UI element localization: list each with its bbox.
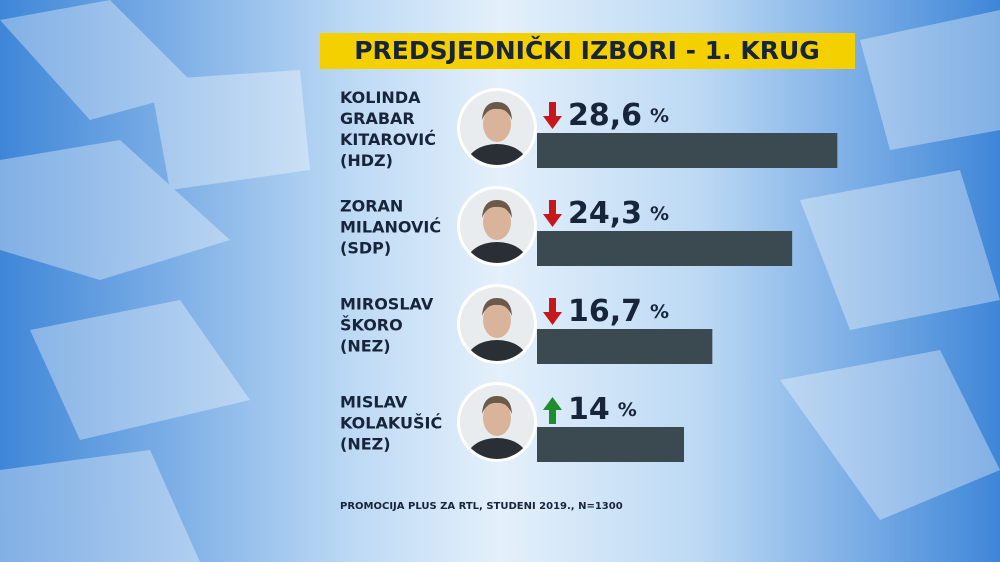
candidate-name: KOLINDA xyxy=(340,88,421,107)
photo xyxy=(460,385,534,459)
bar xyxy=(537,329,713,364)
value-number: 14 xyxy=(568,392,610,427)
value-unit: % xyxy=(650,301,669,323)
candidate-name: MIROSLAV xyxy=(340,295,434,314)
candidate-name: MISLAV xyxy=(340,393,408,412)
chart-title: PREDSJEDNIČKI IZBORI - 1. KRUG xyxy=(354,35,820,65)
value-label: 16,7% xyxy=(568,294,669,329)
candidate-name: (NEZ) xyxy=(340,337,391,356)
value-number: 24,3 xyxy=(568,196,642,231)
photo xyxy=(460,91,534,165)
trend-arrow xyxy=(543,397,562,424)
candidate-name: KITAROVIĆ xyxy=(340,130,436,149)
candidate-name: GRABAR xyxy=(340,109,415,128)
photo-face xyxy=(483,106,511,142)
value-unit: % xyxy=(650,105,669,127)
bar xyxy=(537,231,793,266)
photo-body xyxy=(467,242,527,263)
photo-hair xyxy=(482,298,512,316)
title-box xyxy=(320,33,855,69)
value-number: 16,7 xyxy=(568,294,642,329)
candidate-photo xyxy=(457,186,537,266)
candidate-name: KOLAKUŠIĆ xyxy=(340,414,442,433)
value-label: 14% xyxy=(568,392,637,427)
photo xyxy=(460,287,534,361)
value-label: 28,6% xyxy=(568,98,669,133)
photo-body xyxy=(467,144,527,165)
value-label: 24,3% xyxy=(568,196,669,231)
candidate-photo xyxy=(457,382,537,462)
photo-hair xyxy=(482,396,512,414)
value-number: 28,6 xyxy=(568,98,642,133)
photo-face xyxy=(483,302,511,338)
photo-body xyxy=(467,438,527,459)
photo-face xyxy=(483,400,511,436)
value-unit: % xyxy=(618,399,637,421)
trend-arrow xyxy=(543,102,562,129)
candidate-name: (NEZ) xyxy=(340,435,391,454)
trend-arrow xyxy=(543,200,562,227)
candidate-photo xyxy=(457,284,537,364)
photo xyxy=(460,189,534,263)
source-note: PROMOCIJA PLUS ZA RTL, STUDENI 2019., N=… xyxy=(340,501,623,512)
candidate-name: ZORAN xyxy=(340,197,403,216)
bar xyxy=(537,427,684,462)
candidate-name: ŠKORO xyxy=(340,316,403,335)
candidate-name: MILANOVIĆ xyxy=(340,218,441,237)
photo-hair xyxy=(482,102,512,120)
value-unit: % xyxy=(650,203,669,225)
candidate-name: (HDZ) xyxy=(340,151,393,170)
photo-face xyxy=(483,204,511,240)
candidate-photo xyxy=(457,88,537,168)
photo-body xyxy=(467,340,527,361)
candidate-name: (SDP) xyxy=(340,239,391,258)
bar xyxy=(537,133,838,168)
trend-arrow xyxy=(543,298,562,325)
photo-hair xyxy=(482,200,512,218)
